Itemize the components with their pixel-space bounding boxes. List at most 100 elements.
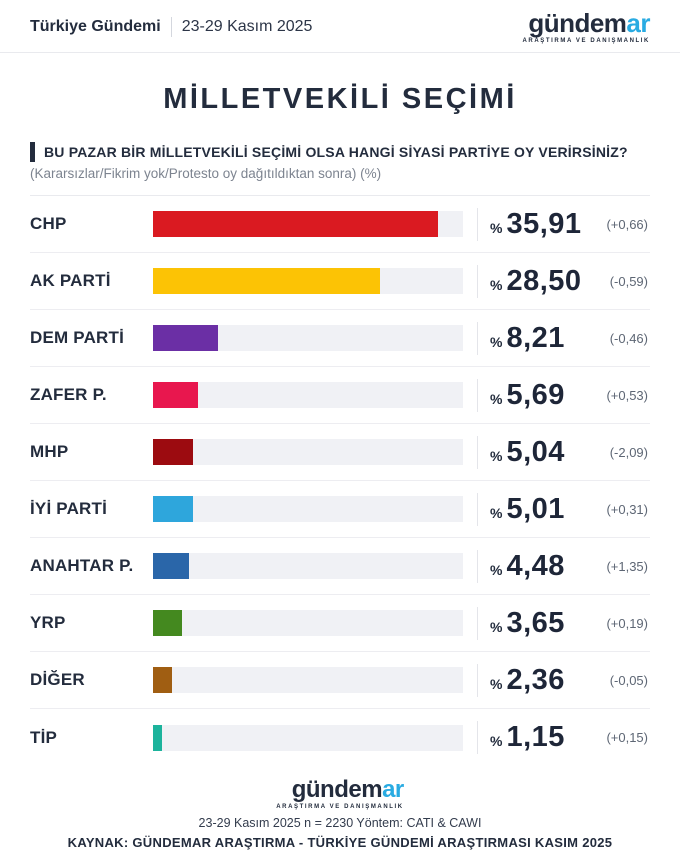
value-group: % 1,15 bbox=[490, 721, 565, 754]
party-change: (-0,59) bbox=[609, 273, 648, 289]
percent-sign: % bbox=[490, 675, 503, 692]
bar-track bbox=[153, 610, 463, 636]
question-note: (Kararsızlar/Fikrim yok/Protesto oy dağı… bbox=[30, 166, 382, 181]
party-label: AK PARTİ bbox=[30, 271, 111, 290]
bar-track bbox=[153, 724, 463, 751]
bar-fill bbox=[153, 667, 172, 693]
bar-wrap bbox=[153, 439, 477, 465]
party-label: YRP bbox=[30, 613, 66, 632]
header-separator bbox=[170, 17, 172, 37]
party-label: DEM PARTİ bbox=[30, 328, 125, 347]
party-stats: % 4,48 (+1,35) bbox=[477, 549, 650, 583]
brand-name-primary: gündem bbox=[528, 8, 627, 38]
bar-track bbox=[153, 553, 463, 579]
party-label: DİĞER bbox=[30, 670, 85, 689]
header-date-range: 23-29 Kasım 2025 bbox=[181, 18, 313, 35]
value-group: % 5,01 bbox=[490, 493, 565, 526]
party-value: 8,21 bbox=[506, 321, 565, 354]
party-value: 3,65 bbox=[506, 606, 565, 639]
party-rows: CHP % 35,91 (+0,66) AK PARTİ bbox=[30, 196, 650, 766]
party-label: ZAFER P. bbox=[30, 385, 107, 404]
question-block: BU PAZAR BİR MİLLETVEKİLİ SEÇİMİ OLSA HA… bbox=[30, 142, 650, 162]
footer-brand-wordmark: gündemar bbox=[292, 776, 405, 803]
bar-fill bbox=[153, 610, 183, 636]
bar-wrap bbox=[153, 724, 477, 751]
bar-wrap bbox=[153, 382, 477, 408]
bar-wrap bbox=[153, 610, 477, 636]
party-label: ANAHTAR P. bbox=[30, 556, 134, 575]
footer-methodology: 23-29 Kasım 2025 n = 2230 Yöntem: CATI &… bbox=[198, 816, 482, 830]
party-row: İYİ PARTİ % 5,01 (+0,31) bbox=[30, 481, 650, 538]
party-label: CHP bbox=[30, 214, 67, 233]
value-group: % 4,48 bbox=[490, 550, 565, 583]
bar-track bbox=[153, 268, 463, 294]
brand-tagline: ARAŞTIRMA VE DANIŞMANLIK bbox=[522, 38, 650, 44]
brand-name-accent: ar bbox=[626, 8, 650, 38]
footer-brand-tagline: ARAŞTIRMA VE DANIŞMANLIK bbox=[276, 804, 404, 810]
brand-logo: gündemar ARAŞTIRMA VE DANIŞMANLIK bbox=[522, 10, 650, 44]
value-group: % 35,91 bbox=[490, 208, 582, 241]
party-value: 28,50 bbox=[506, 264, 582, 297]
percent-sign: % bbox=[490, 390, 503, 407]
header-left: Türkiye Gündemi 23-29 Kasım 2025 bbox=[30, 17, 312, 37]
bar-track bbox=[153, 496, 463, 522]
bar-track bbox=[153, 439, 463, 465]
party-value: 5,69 bbox=[506, 378, 565, 411]
value-group: % 2,36 bbox=[490, 664, 565, 697]
bar-wrap bbox=[153, 553, 477, 579]
bar-fill bbox=[153, 439, 194, 465]
footer-brand-logo: gündemar ARAŞTIRMA VE DANIŞMANLIK bbox=[276, 776, 405, 811]
value-group: % 28,50 bbox=[490, 265, 582, 298]
party-change: (-0,05) bbox=[609, 672, 648, 688]
party-change: (-2,09) bbox=[609, 444, 648, 460]
question-text: BU PAZAR BİR MİLLETVEKİLİ SEÇİMİ OLSA HA… bbox=[44, 144, 628, 160]
party-row: CHP % 35,91 (+0,66) bbox=[30, 196, 650, 253]
bar-track bbox=[153, 382, 463, 408]
party-row: AK PARTİ % 28,50 (-0,59) bbox=[30, 253, 650, 310]
party-stats: % 3,65 (+0,19) bbox=[477, 606, 650, 640]
party-change: (+0,66) bbox=[606, 216, 648, 232]
party-change: (-0,46) bbox=[609, 330, 648, 346]
party-stats: % 8,21 (-0,46) bbox=[477, 321, 650, 355]
party-row: DİĞER % 2,36 (-0,05) bbox=[30, 652, 650, 709]
bar-wrap bbox=[153, 667, 477, 693]
party-change: (+0,15) bbox=[606, 730, 648, 745]
party-value: 1,15 bbox=[506, 721, 565, 753]
party-label: İYİ PARTİ bbox=[30, 499, 108, 518]
percent-sign: % bbox=[490, 618, 503, 635]
value-group: % 5,69 bbox=[490, 379, 565, 412]
divider-rule bbox=[30, 195, 650, 196]
party-label: TİP bbox=[30, 727, 58, 747]
bar-fill bbox=[153, 496, 193, 522]
party-stats: % 1,15 (+0,15) bbox=[477, 721, 650, 754]
bar-fill bbox=[153, 325, 219, 351]
percent-sign: % bbox=[490, 333, 503, 350]
value-group: % 5,04 bbox=[490, 436, 565, 469]
party-stats: % 2,36 (-0,05) bbox=[477, 663, 650, 697]
party-change: (+0,31) bbox=[606, 501, 648, 517]
header: Türkiye Gündemi 23-29 Kasım 2025 gündema… bbox=[0, 0, 680, 53]
percent-sign: % bbox=[490, 733, 503, 749]
bar-track bbox=[153, 325, 463, 351]
brand-wordmark: gündemar bbox=[528, 10, 650, 36]
party-row: ZAFER P. % 5,69 (+0,53) bbox=[30, 367, 650, 424]
party-row: TİP % 1,15 (+0,15) bbox=[30, 709, 650, 766]
party-stats: % 5,04 (-2,09) bbox=[477, 435, 650, 469]
party-row: DEM PARTİ % 8,21 (-0,46) bbox=[30, 310, 650, 367]
percent-sign: % bbox=[490, 504, 503, 521]
party-stats: % 28,50 (-0,59) bbox=[477, 264, 650, 298]
party-row: YRP % 3,65 (+0,19) bbox=[30, 595, 650, 652]
bar-fill bbox=[153, 553, 189, 579]
party-label: MHP bbox=[30, 442, 69, 461]
percent-sign: % bbox=[490, 447, 503, 464]
bar-track bbox=[153, 211, 463, 237]
footer: gündemar ARAŞTIRMA VE DANIŞMANLIK 23-29 … bbox=[0, 778, 680, 850]
page-title: MİLLETVEKİLİ SEÇİMİ bbox=[163, 83, 517, 115]
party-change: (+1,35) bbox=[606, 558, 648, 574]
value-group: % 8,21 bbox=[490, 322, 565, 355]
party-stats: % 5,69 (+0,53) bbox=[477, 378, 650, 412]
footer-source: KAYNAK: GÜNDEMAR ARAŞTIRMA - TÜRKİYE GÜN… bbox=[67, 835, 613, 850]
party-change: (+0,19) bbox=[606, 615, 648, 631]
footer-brand-name-accent: ar bbox=[382, 776, 404, 803]
